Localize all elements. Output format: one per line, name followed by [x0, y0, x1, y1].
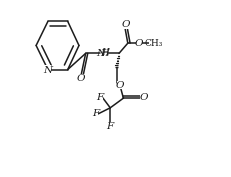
FancyBboxPatch shape: [44, 65, 52, 74]
Text: F: F: [107, 122, 114, 131]
Text: F: F: [92, 109, 100, 118]
Text: O: O: [77, 74, 85, 83]
FancyBboxPatch shape: [108, 122, 113, 129]
Text: O: O: [139, 93, 148, 102]
Text: N: N: [43, 66, 52, 75]
FancyBboxPatch shape: [93, 110, 98, 118]
Text: F: F: [97, 93, 104, 102]
Text: H: H: [100, 49, 109, 58]
FancyBboxPatch shape: [78, 74, 85, 81]
Text: N: N: [97, 49, 106, 58]
Text: O: O: [135, 39, 143, 48]
FancyBboxPatch shape: [123, 22, 130, 29]
FancyBboxPatch shape: [149, 39, 159, 47]
Text: O: O: [116, 81, 124, 90]
FancyBboxPatch shape: [140, 93, 147, 101]
Text: H: H: [101, 48, 109, 57]
Text: CH₃: CH₃: [145, 39, 163, 48]
FancyBboxPatch shape: [136, 39, 142, 47]
FancyBboxPatch shape: [117, 81, 123, 89]
Text: O: O: [122, 20, 131, 29]
FancyBboxPatch shape: [100, 49, 108, 57]
FancyBboxPatch shape: [102, 49, 108, 56]
FancyBboxPatch shape: [97, 94, 103, 101]
